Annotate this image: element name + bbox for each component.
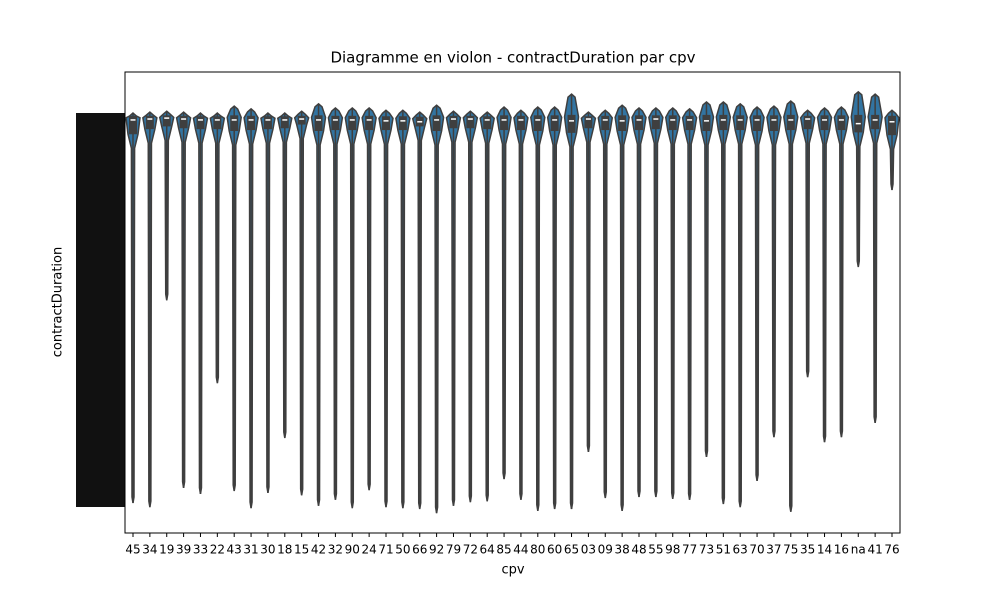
box [871, 114, 880, 130]
x-tick-label: 45 [125, 543, 140, 557]
box [803, 115, 812, 130]
x-tick-label: 44 [513, 543, 528, 557]
x-tick-label: 33 [193, 543, 208, 557]
box [719, 114, 728, 131]
x-tick-label: na [851, 543, 866, 557]
box [668, 115, 677, 131]
x-tick-label: 75 [783, 543, 798, 557]
x-tick-label: 79 [446, 543, 461, 557]
box [651, 115, 660, 130]
box [382, 116, 390, 131]
x-tick-label: 63 [733, 543, 748, 557]
box [196, 116, 205, 130]
x-tick-label: 70 [749, 543, 764, 557]
box [263, 116, 272, 130]
overlapping-y-tick-labels [76, 113, 125, 507]
x-tick-label: 09 [598, 543, 613, 557]
x-tick-label: 43 [227, 543, 242, 557]
x-tick-label: 65 [564, 543, 579, 557]
x-tick-label: 60 [547, 543, 562, 557]
box [702, 114, 711, 132]
x-tick-label: 38 [614, 543, 629, 557]
box [550, 115, 559, 132]
x-tick-label: 80 [530, 543, 545, 557]
box [449, 115, 458, 129]
box [618, 115, 627, 132]
box [297, 115, 306, 125]
box [348, 115, 357, 131]
x-tick-label: 64 [480, 543, 495, 557]
x-tick-label: 32 [328, 543, 343, 557]
x-tick-label: 71 [378, 543, 393, 557]
x-tick-label: 92 [429, 543, 444, 557]
x-tick-label: 41 [867, 543, 882, 557]
box [145, 115, 154, 130]
box [483, 116, 492, 130]
x-tick-label: 50 [395, 543, 410, 557]
x-tick-label: 15 [294, 543, 309, 557]
x-tick-label: 48 [631, 543, 646, 557]
box [398, 116, 407, 131]
x-tick-label: 90 [345, 543, 360, 557]
box [179, 115, 188, 129]
x-tick-label: 14 [817, 543, 832, 557]
x-tick-label: 85 [496, 543, 511, 557]
x-tick-label: 66 [412, 543, 427, 557]
x-tick-label: 55 [648, 543, 663, 557]
x-tick-label: 37 [766, 543, 781, 557]
x-tick-label: 30 [260, 543, 275, 557]
box [365, 115, 374, 131]
x-tick-label: 98 [665, 543, 680, 557]
y-axis-label: contractDuration [51, 247, 66, 357]
x-tick-label: 18 [277, 543, 292, 557]
box [247, 115, 256, 131]
box [280, 116, 289, 129]
x-tick-label: 34 [142, 543, 157, 557]
box [736, 115, 745, 131]
box [837, 115, 846, 131]
box [635, 115, 643, 131]
plot-frame [124, 71, 901, 534]
x-tick-label: 22 [210, 543, 225, 557]
x-tick-label: 72 [463, 543, 478, 557]
box [584, 116, 593, 129]
box [162, 115, 171, 127]
x-axis-label: cpv [501, 563, 524, 578]
x-tick-label: 19 [159, 543, 174, 557]
x-tick-label: 73 [699, 543, 714, 557]
box [500, 115, 509, 131]
box [533, 115, 542, 132]
box [331, 115, 340, 131]
box [601, 115, 610, 131]
box [888, 115, 896, 136]
box [820, 115, 829, 131]
box [129, 115, 137, 135]
box [213, 116, 222, 130]
x-tick-label: 39 [176, 543, 191, 557]
x-tick-label: 16 [834, 543, 849, 557]
x-tick-label: 76 [884, 543, 899, 557]
box [230, 115, 239, 132]
x-tick-label: 42 [311, 543, 326, 557]
box [466, 115, 475, 129]
x-tick-label: 35 [800, 543, 815, 557]
box [516, 115, 525, 131]
x-tick-label: 77 [682, 543, 697, 557]
box [314, 115, 323, 132]
x-tick-label: 51 [716, 543, 731, 557]
box [567, 114, 576, 133]
box [769, 115, 778, 132]
box [753, 115, 762, 132]
box [685, 115, 694, 131]
x-tick-label: 03 [581, 543, 596, 557]
chart-title: Diagramme en violon - contractDuration p… [330, 49, 695, 67]
x-tick-label: 31 [243, 543, 258, 557]
box [432, 115, 441, 132]
x-tick-label: 24 [361, 543, 376, 557]
box [786, 114, 795, 131]
